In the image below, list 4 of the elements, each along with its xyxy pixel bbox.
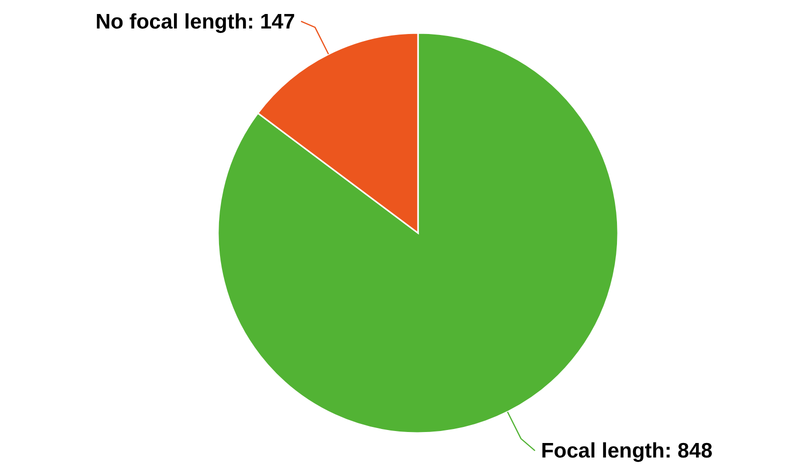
- slice-label: Focal length: [540, 440, 665, 463]
- data-label: : 848: [664, 440, 713, 463]
- slice-label: No focal length: [95, 10, 248, 34]
- data-label: : 147: [247, 10, 296, 34]
